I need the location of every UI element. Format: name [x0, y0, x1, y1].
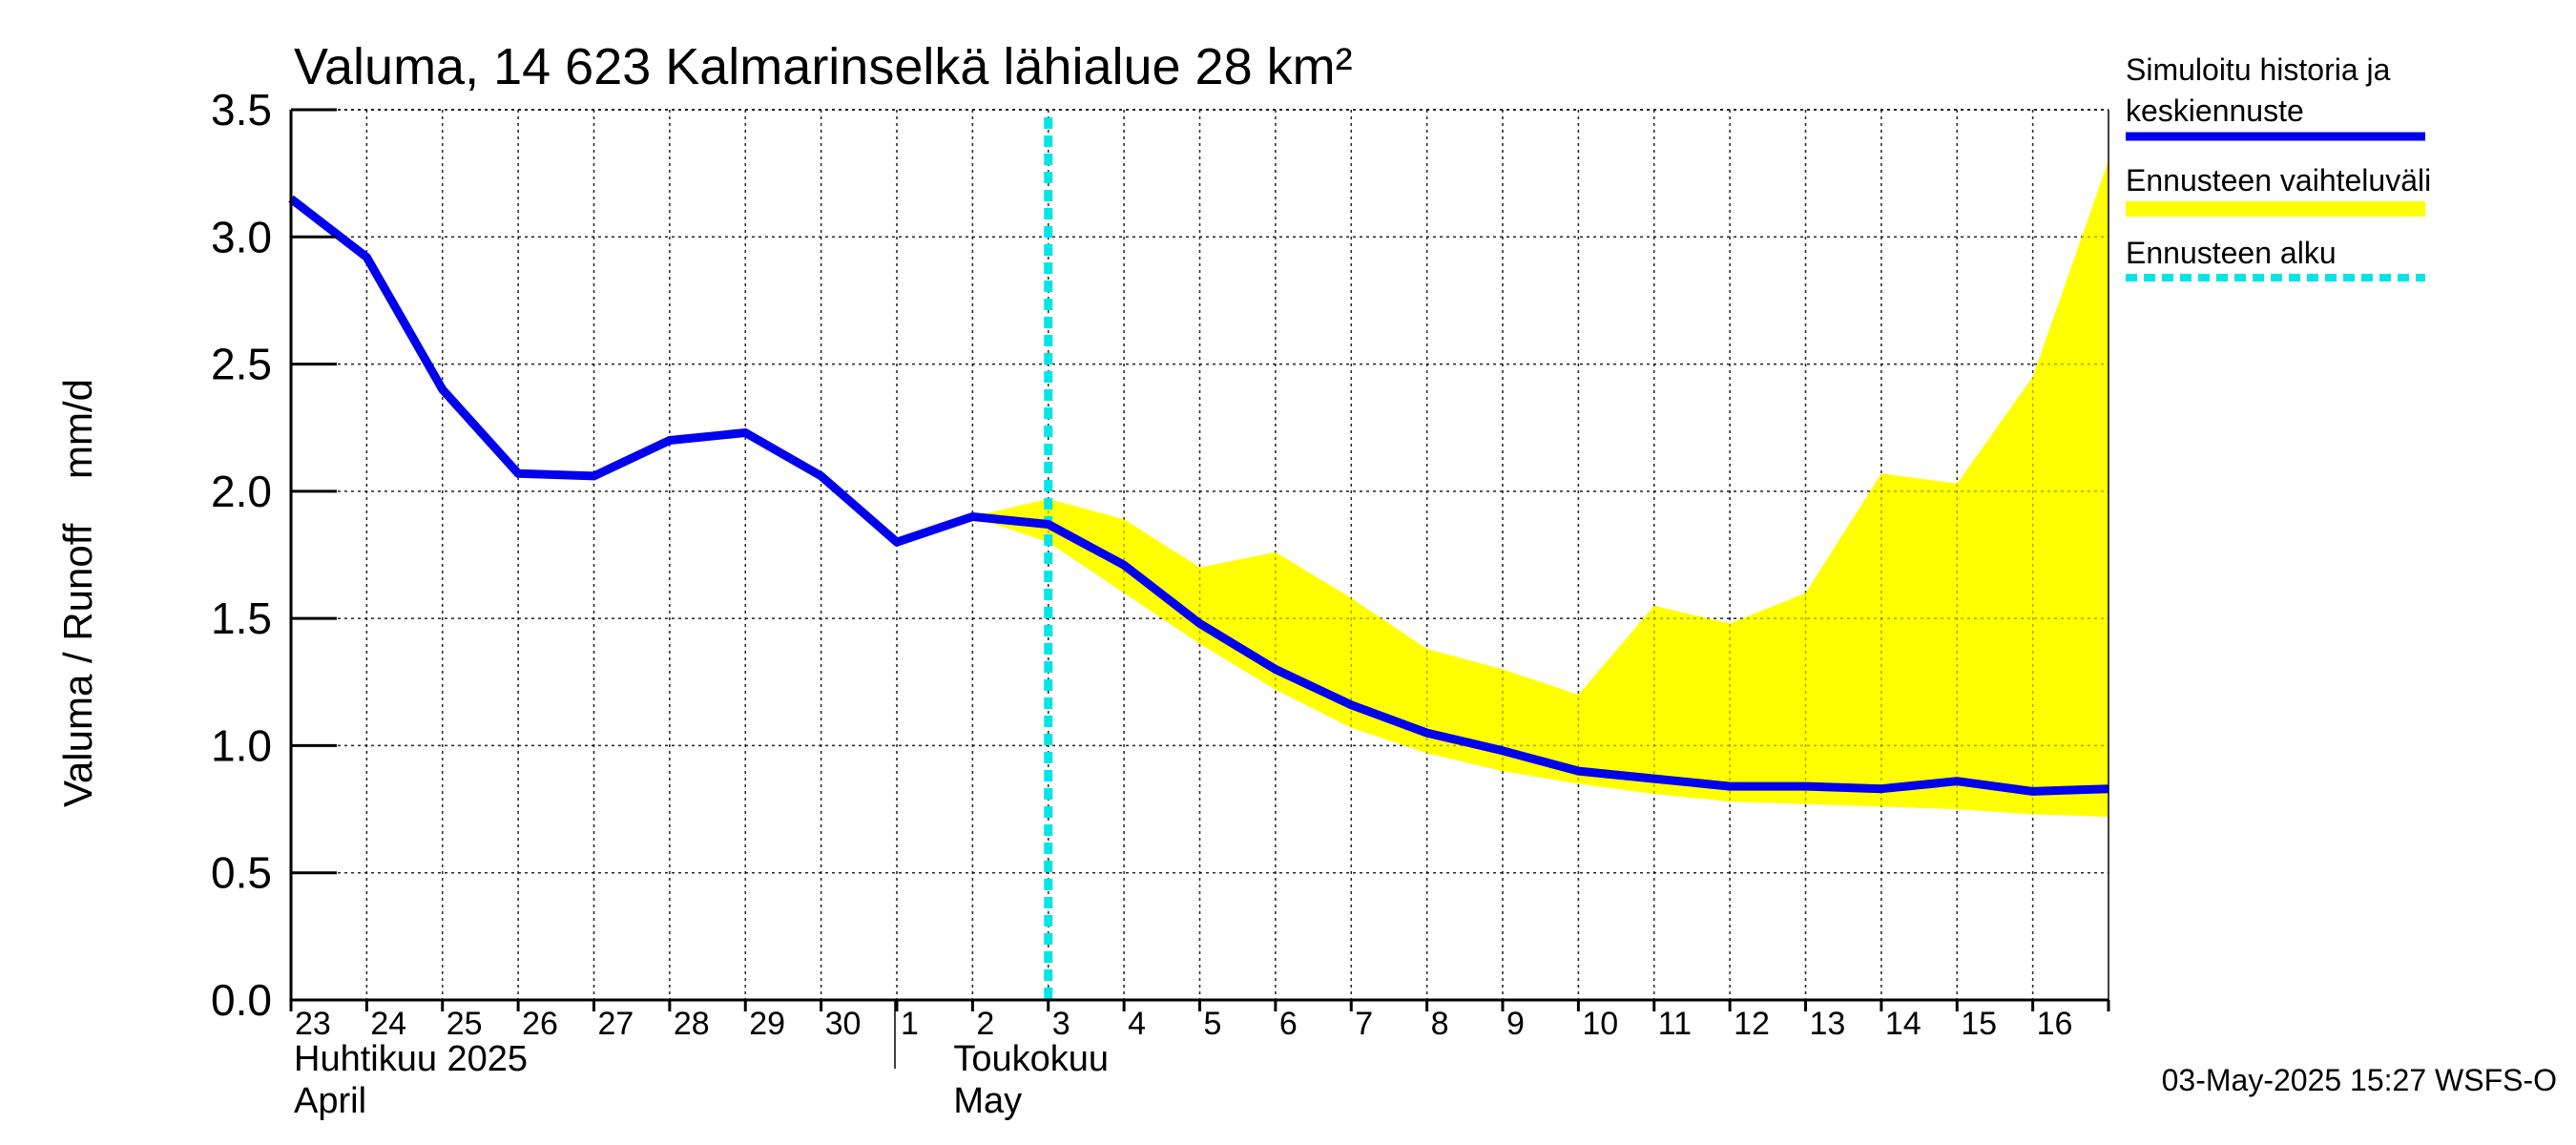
- x-tick-label: 4: [1128, 1006, 1146, 1042]
- x-tick-label: 16: [2037, 1006, 2073, 1042]
- legend: Simuloitu historia ja keskiennuste Ennuste…: [2126, 52, 2431, 281]
- y-tick-label: 0.0: [211, 975, 272, 1025]
- series-line-layer: [288, 117, 2109, 1000]
- x-tick-label: 23: [295, 1006, 331, 1042]
- footer-timestamp: 03-May-2025 15:27 WSFS-O: [2162, 1063, 2557, 1097]
- x-tick-label: 6: [1279, 1006, 1298, 1042]
- month-label-english: April: [294, 1081, 366, 1121]
- legend-label: Simuloitu historia ja: [2126, 52, 2391, 87]
- x-tick-label: 11: [1658, 1006, 1692, 1042]
- x-tick-label: 10: [1582, 1006, 1618, 1042]
- x-tick-label: 27: [598, 1006, 634, 1042]
- x-tick-label: 26: [522, 1006, 558, 1042]
- y-tick-label: 3.5: [211, 85, 272, 135]
- y-tick-label: 0.5: [211, 848, 272, 898]
- x-tick-label: 2: [976, 1006, 994, 1042]
- labels: Valuma, 14 623 Kalmarinselkä lähialue 28…: [55, 38, 2557, 1121]
- x-tick-label: 12: [1734, 1006, 1770, 1042]
- x-tick-label: 28: [674, 1006, 710, 1042]
- y-tick-label: 1.0: [211, 720, 272, 770]
- x-tick-label: 24: [370, 1006, 406, 1042]
- forecast-range-band-layer: [972, 160, 2109, 818]
- axes: [289, 108, 2110, 1069]
- month-label-english: May: [953, 1081, 1022, 1121]
- legend-label: Ennusteen vaihteluväli: [2126, 163, 2431, 198]
- x-tick-label: 29: [749, 1006, 785, 1042]
- chart-title: Valuma, 14 623 Kalmarinselkä lähialue 28…: [294, 38, 1353, 95]
- y-tick-label: 3.0: [211, 212, 272, 261]
- legend-label: Ennusteen alku: [2126, 236, 2337, 270]
- month-label: Toukokuu: [953, 1039, 1109, 1079]
- legend-swatch-band: [2126, 201, 2425, 217]
- x-tick-label: 7: [1355, 1006, 1373, 1042]
- y-tick-label: 1.5: [211, 593, 272, 643]
- x-tick-label: 9: [1506, 1006, 1525, 1042]
- x-tick-label: 8: [1431, 1006, 1449, 1042]
- x-tick-label: 14: [1885, 1006, 1922, 1042]
- legend-label: keskiennuste: [2126, 94, 2304, 128]
- x-tick-label: 13: [1810, 1006, 1846, 1042]
- x-tick-label: 30: [825, 1006, 862, 1042]
- x-tick-label: 3: [1052, 1006, 1070, 1042]
- series-line-simulated: [288, 195, 2109, 796]
- forecast-range-band: [972, 160, 2109, 818]
- y-tick-label: 2.5: [211, 340, 272, 389]
- x-tick-label: 25: [447, 1006, 483, 1042]
- x-tick-label: 1: [901, 1006, 919, 1042]
- y-axis-label: Valuma / Runoff mm/d: [55, 379, 100, 807]
- month-label: Huhtikuu 2025: [294, 1039, 528, 1079]
- x-tick-label: 5: [1204, 1006, 1222, 1042]
- y-tick-label: 2.0: [211, 467, 272, 516]
- x-tick-label: 15: [1961, 1006, 1997, 1042]
